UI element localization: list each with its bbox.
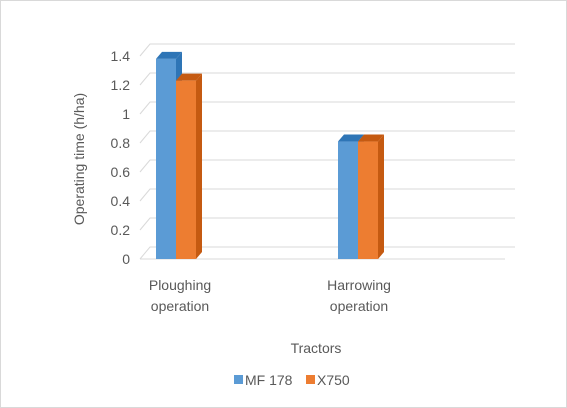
bar-front — [338, 141, 358, 259]
bar-front — [156, 58, 176, 260]
bar-side — [378, 134, 384, 259]
gridline — [139, 246, 515, 260]
gridline — [139, 101, 515, 115]
legend-swatch — [306, 375, 315, 384]
bar — [358, 134, 384, 259]
bar-top — [358, 134, 384, 142]
y-tick-label: 1 — [122, 106, 130, 122]
bar — [176, 73, 202, 260]
gridlines — [139, 43, 515, 260]
gridline — [139, 159, 515, 173]
bar-front — [358, 141, 378, 259]
legend-item: X750 — [306, 372, 350, 388]
y-tick-label: 1.4 — [111, 48, 131, 64]
gridline — [139, 72, 515, 86]
legend-label: X750 — [317, 372, 350, 388]
gridline — [139, 188, 515, 202]
gridline — [139, 130, 515, 144]
legend: MF 178 X750 — [234, 372, 350, 388]
y-tick-label: 1.2 — [111, 77, 131, 93]
y-tick-label: 0.8 — [111, 135, 131, 151]
y-tick-label: 0.4 — [111, 193, 131, 209]
bar-top — [338, 134, 364, 142]
x-tick-label: operation — [151, 298, 209, 314]
bar-front — [176, 80, 196, 260]
x-axis-ticks: Ploughing operation Harrowing operation — [149, 277, 391, 314]
bar-top — [156, 51, 182, 59]
legend-label: MF 178 — [245, 372, 293, 388]
y-tick-label: 0.6 — [111, 164, 131, 180]
bars — [156, 51, 384, 260]
y-axis-ticks: 0 0.2 0.4 0.6 0.8 1 1.2 1.4 — [111, 48, 131, 267]
x-axis-label: Tractors — [291, 340, 342, 356]
bar-side — [196, 73, 202, 260]
y-tick-label: 0 — [122, 251, 130, 267]
gridline — [139, 217, 515, 231]
legend-item: MF 178 — [234, 372, 293, 388]
gridline — [139, 43, 515, 57]
legend-swatch — [234, 375, 243, 384]
x-tick-label: Ploughing — [149, 277, 211, 293]
bar-top — [176, 73, 202, 81]
y-axis-label: Operating time (h/ha) — [71, 93, 87, 225]
y-tick-label: 0.2 — [111, 222, 131, 238]
x-tick-label: Harrowing — [327, 277, 391, 293]
x-tick-label: operation — [330, 298, 388, 314]
